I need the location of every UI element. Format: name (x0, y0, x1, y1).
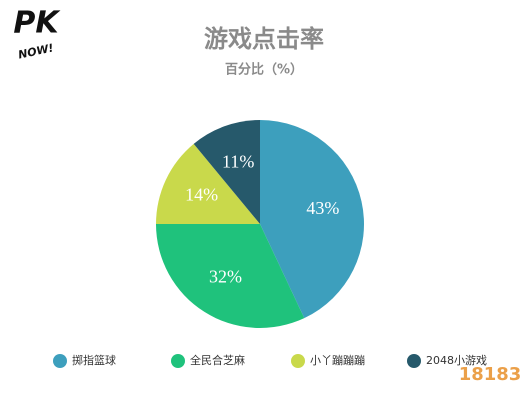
slice-label: 43% (306, 198, 339, 218)
legend-marker (291, 354, 305, 368)
slice-label: 14% (185, 185, 218, 205)
watermark: 18183 (459, 364, 522, 385)
pie-slice (193, 120, 260, 224)
legend-label: 掷指篮球 (72, 353, 116, 367)
legend-label: 小丫蹦蹦蹦 (310, 354, 365, 367)
logo-mark: PK (13, 6, 61, 41)
legend-marker (407, 354, 421, 368)
logo-text: NOW! (17, 41, 55, 61)
logo: PK NOW! (13, 6, 61, 62)
legend-marker (53, 354, 67, 368)
chart-title: 游戏点击率 (204, 25, 324, 53)
legend-marker (171, 354, 185, 368)
pie-slice (156, 143, 260, 224)
legend-label: 全民合芝麻 (190, 353, 245, 367)
slice-label: 32% (209, 267, 242, 287)
chart-subtitle: 百分比（%） (225, 62, 303, 78)
pie-slice (156, 224, 305, 329)
slice-label: 11% (222, 151, 254, 171)
legend-label: 2048小游戏 (426, 354, 487, 367)
pie-slice (260, 120, 364, 319)
